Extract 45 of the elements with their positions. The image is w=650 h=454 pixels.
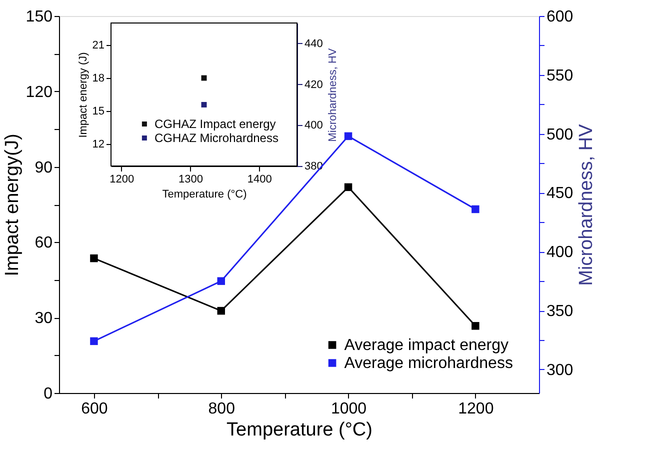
x-tick-label: 1300 — [178, 174, 203, 186]
point — [90, 337, 98, 346]
point — [217, 306, 225, 315]
point — [217, 277, 225, 285]
x-tick-label: 1400 — [247, 174, 272, 186]
x-axis-title: Temperature (°C) — [162, 188, 247, 200]
x-tick-label: 800 — [208, 400, 236, 418]
y-axis-title: Impact energy(J) — [2, 134, 23, 276]
legend-label: Average microhardness — [344, 355, 513, 372]
y-tick-label: 90 — [34, 159, 53, 176]
y-tick-label: 150 — [26, 8, 53, 26]
y2-tick-label: 400 — [304, 120, 323, 132]
x-tick-label: 1200 — [110, 174, 134, 186]
y2-axis-title: Microhardness, HV — [326, 48, 339, 142]
y2-tick-label: 300 — [546, 362, 574, 379]
legend-label: CGHAZ Microhardness — [154, 131, 278, 145]
y-tick-label: 0 — [44, 386, 53, 402]
y2-tick-label: 420 — [304, 78, 323, 91]
y2-tick-label: 550 — [546, 67, 574, 84]
y-tick-label: 12 — [92, 138, 104, 150]
y-tick-label: 21 — [92, 40, 104, 52]
x-tick-label: 600 — [81, 400, 108, 418]
y-tick-label: 18 — [92, 72, 104, 84]
y2-tick-label: 350 — [546, 303, 574, 320]
y-tick-label: 30 — [34, 310, 53, 328]
y2-tick-label: 440 — [304, 38, 323, 50]
y2-tick-label: 450 — [546, 185, 574, 202]
point — [472, 322, 480, 330]
x-tick-label: 1000 — [330, 400, 367, 418]
y-axis-title: Impact energy (J) — [77, 52, 90, 138]
point — [344, 132, 352, 140]
point — [472, 205, 480, 214]
y2-tick-label: 400 — [546, 244, 574, 262]
x-tick-label: 1200 — [458, 400, 494, 418]
y2-axis-title: Microhardness, HV — [576, 124, 598, 286]
y-tick-label: 120 — [26, 84, 53, 101]
y2-tick-label: 500 — [546, 126, 574, 144]
point — [344, 183, 352, 192]
legend-label: CGHAZ Impact energy — [154, 117, 276, 131]
x-axis-title: Temperature (°C) — [226, 420, 372, 440]
y-tick-label: 60 — [34, 234, 53, 252]
legend-label: Average impact energy — [344, 337, 509, 354]
point — [90, 254, 98, 262]
y2-tick-label: 600 — [546, 8, 574, 26]
y-tick-label: 15 — [92, 106, 104, 118]
